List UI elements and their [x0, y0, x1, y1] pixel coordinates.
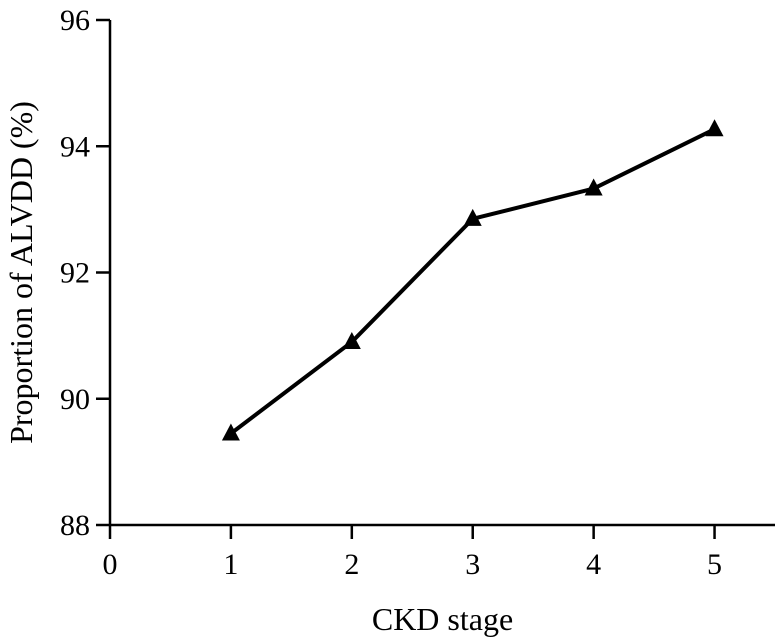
y-tick-label: 94: [60, 130, 90, 163]
y-tick-label: 90: [60, 383, 90, 416]
y-axis-title: Proportion of ALVDD (%): [3, 101, 39, 444]
y-tick-label: 88: [60, 509, 90, 542]
data-point-triangle: [705, 119, 724, 137]
data-point-triangle: [584, 178, 603, 196]
x-tick-label: 1: [223, 548, 238, 581]
data-point-triangle: [342, 331, 361, 349]
y-ticks: 88 90 92 94 96: [60, 4, 110, 542]
y-tick-label: 92: [60, 257, 90, 290]
x-tick-label: 0: [103, 548, 118, 581]
x-ticks: 0 1 2 3 4 5: [103, 525, 722, 581]
axes: [108, 20, 775, 527]
series: [221, 119, 724, 441]
series-line: [229, 127, 716, 436]
x-tick-label: 5: [707, 548, 722, 581]
y-tick-label: 96: [60, 4, 90, 37]
x-tick-label: 3: [465, 548, 480, 581]
x-tick-label: 2: [344, 548, 359, 581]
data-point-triangle: [463, 208, 482, 226]
data-point-triangle: [221, 423, 240, 441]
x-axis-title: CKD stage: [372, 601, 513, 637]
x-tick-label: 4: [586, 548, 601, 581]
